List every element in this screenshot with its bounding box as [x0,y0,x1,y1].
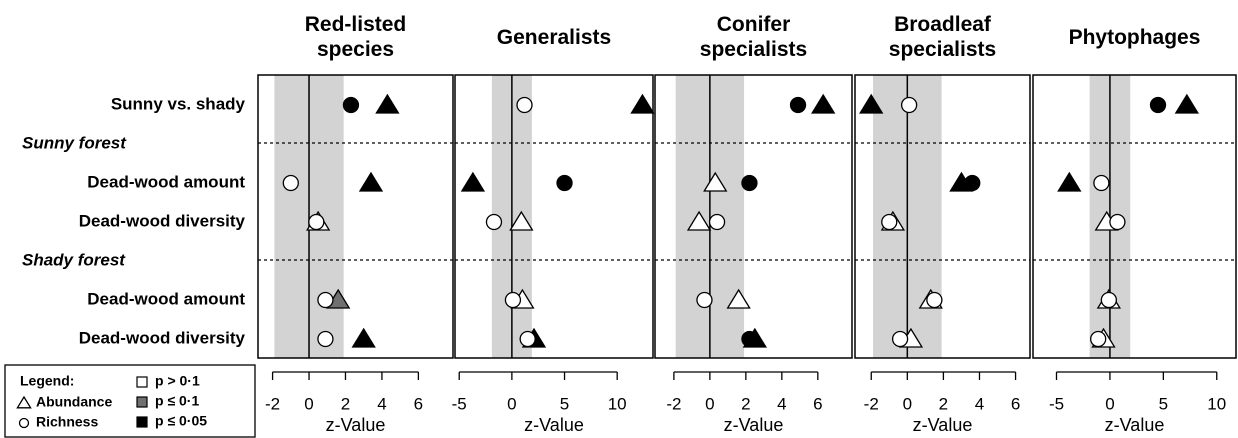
richness-point [485,213,503,231]
abundance-point [726,288,751,309]
abundance-point [460,171,486,192]
richness-point [741,174,758,192]
x-tick-label: 0 [1105,394,1114,413]
legend-marker [16,395,32,409]
x-tick-label: -2 [666,394,681,413]
x-tick-label: 4 [975,394,984,413]
richness-point [342,96,360,114]
richness-point [789,96,807,114]
row-label: Dead-wood diversity [79,211,246,230]
abundance-point [1057,171,1082,192]
richness-point [1100,291,1118,309]
abundance-point [703,171,728,192]
x-tick-label: 5 [1159,394,1168,413]
richness-point [317,330,334,348]
panel-frame [454,74,654,359]
panel-frame [257,74,454,359]
richness-point [282,174,299,192]
legend-label: p > 0·1 [155,373,200,389]
abundance-point [509,210,534,231]
x-tick-label: 2 [741,394,750,413]
x-tick-label: 4 [377,394,386,413]
x-tick-label: 4 [777,394,786,413]
panel-frame [654,74,853,359]
richness-point [881,213,898,231]
panel-title: Generalists [496,25,612,49]
x-tick-label: 0 [507,394,516,413]
x-tick-label: 0 [903,394,912,413]
x-tick-label: 5 [560,394,569,413]
richness-point [891,330,909,348]
x-axis-label: z-Value [1105,415,1165,435]
panel-title: Conifer specialists [699,13,808,61]
legend-swatch [136,416,148,428]
abundance-point [351,327,376,348]
legend-box [4,364,256,438]
richness-point [308,213,325,231]
group-label: Sunny forest [22,133,127,152]
x-tick-label: 2 [341,394,350,413]
richness-point [1149,96,1167,114]
abundance-point [686,210,712,231]
legend-title: Legend: [20,373,74,389]
x-axis-label: z-Value [724,415,784,435]
richness-point [1090,330,1107,348]
abundance-point [1174,93,1200,114]
richness-point [696,291,713,309]
abundance-point [358,171,384,192]
richness-point [317,291,334,309]
legend-swatch [136,396,148,408]
richness-point [926,291,943,309]
x-tick-label: 0 [304,394,313,413]
panel-title: Broadleaf specialists [888,13,997,61]
row-label: Sunny vs. shady [111,94,246,113]
x-tick-label: 6 [414,394,423,413]
panel-frame [854,74,1031,359]
legend-marker [18,417,30,429]
x-tick-label: -2 [265,394,280,413]
x-tick-label: 2 [939,394,948,413]
group-label: Shady forest [22,250,126,269]
legend-label: p ≤ 0·05 [155,413,207,429]
richness-point [708,213,726,231]
legend-label: p ≤ 0·1 [155,393,199,409]
legend-label: Abundance [36,394,112,410]
abundance-point [630,93,655,114]
x-tick-label: 10 [1207,394,1226,413]
x-tick-label: -5 [1049,394,1064,413]
panel-title: Phytophages [1068,25,1201,49]
richness-point [964,174,981,192]
richness-point [900,96,918,114]
richness-point [519,330,536,348]
richness-point [1109,213,1126,231]
x-axis-label: z-Value [913,415,973,435]
x-tick-label: -2 [864,394,879,413]
panel-frame [1032,74,1237,359]
richness-point [741,330,758,348]
abundance-point [859,93,884,114]
row-label: Dead-wood amount [87,289,245,308]
richness-point [504,291,522,309]
x-axis-label: z-Value [524,415,584,435]
x-tick-label: 10 [608,394,627,413]
richness-point [516,96,533,114]
x-tick-label: 0 [705,394,714,413]
x-axis-label: z-Value [326,415,386,435]
panel-title: Red-listed species [304,13,407,61]
legend-swatch [136,376,148,388]
richness-point [1093,174,1110,192]
abundance-point [375,93,400,114]
x-tick-label: -5 [452,394,467,413]
legend-label: Richness [36,414,98,430]
richness-point [556,174,573,192]
x-tick-label: 6 [813,394,822,413]
abundance-point [811,93,836,114]
x-tick-label: 6 [1011,394,1020,413]
row-label: Dead-wood diversity [79,328,246,347]
row-label: Dead-wood amount [87,172,245,191]
